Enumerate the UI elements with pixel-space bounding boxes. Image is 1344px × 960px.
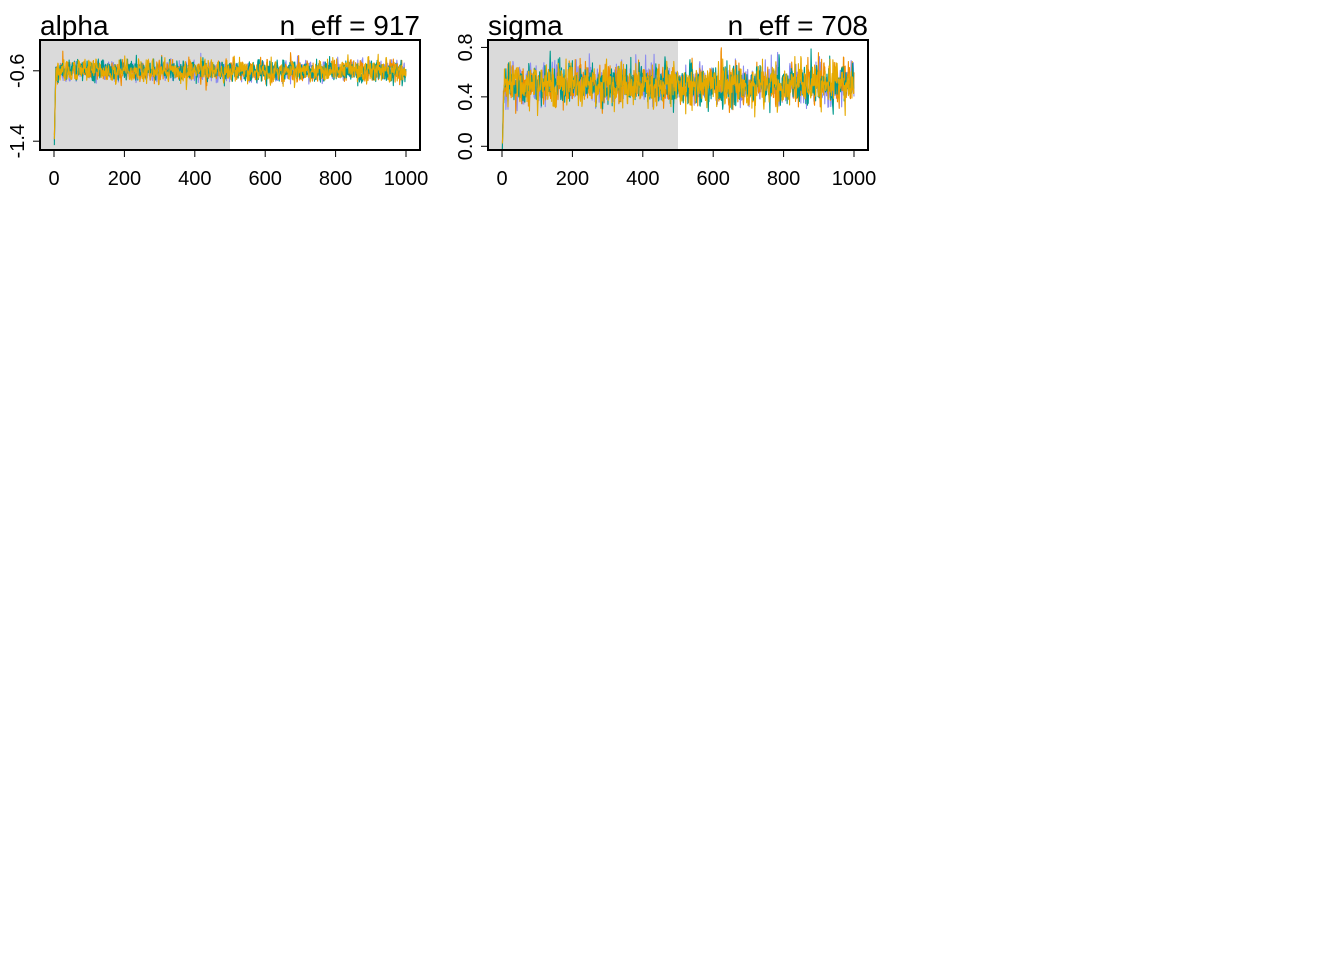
x-tick-label: 800 [319,168,352,190]
trace-lines [53,50,407,146]
y-axis: 0.0 0.4 0.8 [455,34,488,160]
y-tick-label: 0.8 [455,34,477,62]
chain-trace-4 [501,56,855,144]
x-axis: 0 200 400 600 800 1000 [48,149,429,190]
panel-title: sigma [488,10,563,41]
x-tick-label: 0 [48,168,59,190]
trace-panel-sigma: 0 200 400 600 800 1000 0.0 0.4 0.8 sigma n_eff … [455,10,876,190]
panel-title: alpha [40,10,109,41]
x-tick-label: 600 [697,168,730,190]
x-tick-label: 600 [249,168,282,190]
warmup-region [40,40,230,150]
x-tick-label: 1000 [384,168,429,190]
y-tick-label: 0.0 [455,132,477,160]
trace-lines [501,47,855,151]
trace-panel-alpha: 0 200 400 600 800 1000 -1.4 -0.6 alpha n_eff =… [7,10,428,190]
x-tick-label: 1000 [832,168,877,190]
y-tick-label: -1.4 [7,124,29,158]
x-tick-label: 0 [496,168,507,190]
x-tick-label: 200 [556,168,589,190]
x-tick-label: 400 [178,168,211,190]
y-tick-label: 0.4 [455,83,477,111]
chain-trace-4 [53,53,407,140]
x-tick-label: 400 [626,168,659,190]
x-axis: 0 200 400 600 800 1000 [496,149,877,190]
n-eff-label: n_eff = 917 [280,10,420,41]
n-eff-label: n_eff = 708 [728,10,868,41]
y-tick-label: -0.6 [7,54,29,88]
x-tick-label: 200 [108,168,141,190]
x-tick-label: 800 [767,168,800,190]
y-axis: -1.4 -0.6 [7,54,40,158]
